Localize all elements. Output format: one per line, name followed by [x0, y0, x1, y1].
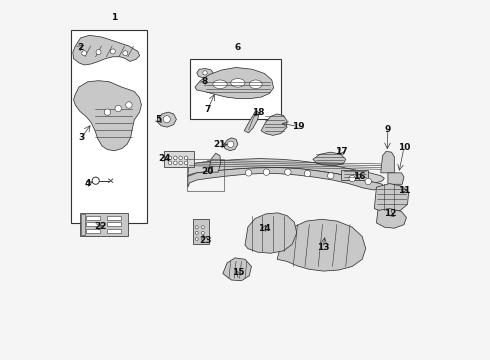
- Text: 4: 4: [85, 179, 91, 188]
- Polygon shape: [80, 213, 128, 237]
- Bar: [81, 214, 85, 235]
- Polygon shape: [261, 114, 287, 135]
- Text: 6: 6: [235, 42, 241, 51]
- Circle shape: [201, 231, 204, 234]
- Text: 2: 2: [77, 42, 84, 51]
- Text: 20: 20: [201, 167, 214, 176]
- Text: 8: 8: [202, 77, 208, 86]
- Circle shape: [304, 170, 311, 177]
- Polygon shape: [195, 67, 273, 99]
- Text: 21: 21: [214, 140, 226, 149]
- Polygon shape: [188, 158, 384, 183]
- Bar: [86, 229, 100, 233]
- Circle shape: [227, 141, 234, 148]
- Circle shape: [365, 178, 371, 185]
- Polygon shape: [157, 112, 176, 127]
- Text: 7: 7: [204, 105, 211, 114]
- Text: 3: 3: [78, 133, 84, 142]
- Circle shape: [201, 226, 204, 229]
- Text: 17: 17: [335, 147, 348, 156]
- Polygon shape: [193, 219, 209, 244]
- Polygon shape: [277, 219, 366, 271]
- Circle shape: [173, 156, 177, 159]
- Text: 15: 15: [232, 268, 244, 277]
- Bar: [86, 216, 100, 220]
- Text: 14: 14: [258, 224, 270, 233]
- Circle shape: [196, 238, 198, 240]
- Polygon shape: [73, 35, 140, 65]
- Circle shape: [104, 109, 111, 115]
- Polygon shape: [381, 152, 394, 173]
- Polygon shape: [164, 152, 194, 167]
- Circle shape: [179, 161, 182, 165]
- Circle shape: [126, 102, 132, 108]
- Bar: [107, 216, 121, 220]
- Text: 18: 18: [252, 108, 265, 117]
- Circle shape: [184, 161, 188, 165]
- Circle shape: [96, 50, 101, 55]
- Text: 22: 22: [94, 222, 107, 231]
- Circle shape: [201, 238, 204, 240]
- Bar: [107, 229, 121, 233]
- Polygon shape: [388, 173, 404, 184]
- Circle shape: [285, 169, 291, 175]
- Polygon shape: [245, 213, 297, 253]
- Circle shape: [184, 156, 188, 159]
- Circle shape: [163, 116, 171, 123]
- Polygon shape: [223, 258, 251, 281]
- Circle shape: [179, 156, 182, 159]
- Bar: [71, 30, 147, 223]
- Circle shape: [196, 226, 198, 229]
- Text: 19: 19: [292, 122, 304, 131]
- Circle shape: [245, 170, 252, 176]
- Bar: [86, 222, 100, 226]
- Ellipse shape: [213, 80, 227, 89]
- Circle shape: [196, 231, 198, 234]
- Circle shape: [168, 156, 172, 159]
- Text: 10: 10: [398, 143, 410, 152]
- Text: 5: 5: [155, 116, 162, 125]
- Circle shape: [349, 175, 355, 182]
- Polygon shape: [374, 184, 409, 212]
- Circle shape: [168, 161, 172, 165]
- Circle shape: [263, 169, 270, 175]
- Polygon shape: [342, 170, 368, 180]
- Ellipse shape: [249, 80, 262, 89]
- Polygon shape: [376, 208, 407, 228]
- Polygon shape: [74, 81, 142, 151]
- Text: 16: 16: [353, 172, 366, 181]
- Text: 13: 13: [317, 243, 329, 252]
- Text: 24: 24: [158, 154, 171, 163]
- Ellipse shape: [231, 78, 245, 87]
- Circle shape: [92, 177, 99, 184]
- Bar: [107, 222, 121, 226]
- Circle shape: [203, 71, 207, 75]
- Polygon shape: [245, 111, 259, 133]
- Text: 23: 23: [199, 236, 212, 245]
- Text: 12: 12: [384, 209, 396, 218]
- Polygon shape: [223, 138, 238, 151]
- Circle shape: [115, 105, 122, 112]
- Polygon shape: [197, 68, 214, 78]
- Circle shape: [173, 161, 177, 165]
- Text: 1: 1: [112, 13, 118, 22]
- Circle shape: [110, 49, 115, 54]
- Text: 9: 9: [385, 125, 391, 134]
- Text: 11: 11: [398, 186, 410, 195]
- Circle shape: [123, 51, 128, 56]
- Circle shape: [327, 172, 334, 179]
- Bar: [190, 59, 281, 119]
- Polygon shape: [209, 153, 221, 172]
- Circle shape: [82, 51, 87, 56]
- Polygon shape: [188, 167, 383, 190]
- Polygon shape: [313, 152, 346, 166]
